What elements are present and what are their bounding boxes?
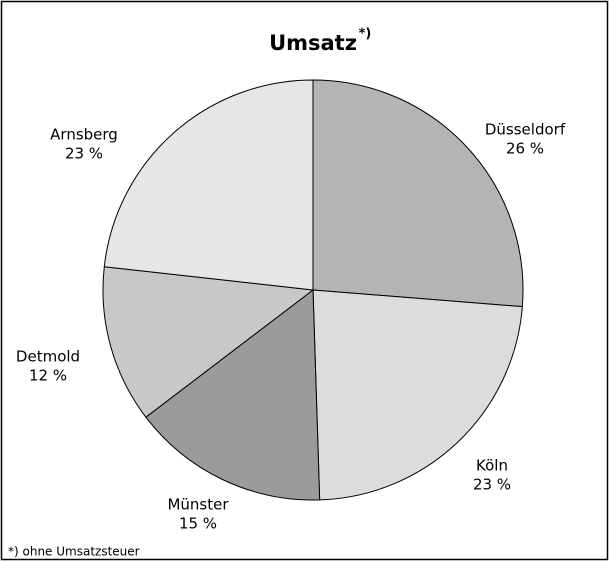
title-marker: *) — [359, 27, 372, 42]
slice-label: Düsseldorf — [485, 121, 566, 139]
slice-label: Köln — [476, 457, 508, 475]
pie-slice — [103, 79, 314, 291]
slice-label: Münster — [167, 496, 229, 514]
pie-slice — [312, 289, 523, 501]
slice-value-label: 26 % — [506, 140, 544, 158]
pie-slice — [145, 289, 321, 501]
slice-value-label: 12 % — [29, 367, 67, 385]
pie-slice — [102, 266, 315, 418]
slice-value-label: 15 % — [179, 515, 217, 533]
chart-title: Umsatz — [269, 31, 357, 55]
pie-slice — [312, 79, 524, 308]
footnote: *) ohne Umsatzsteuer — [8, 545, 140, 559]
slice-value-label: 23 % — [65, 145, 103, 163]
slice-value-label: 23 % — [473, 476, 511, 494]
slice-label: Arnsberg — [50, 126, 118, 144]
slice-label: Detmold — [16, 348, 80, 366]
